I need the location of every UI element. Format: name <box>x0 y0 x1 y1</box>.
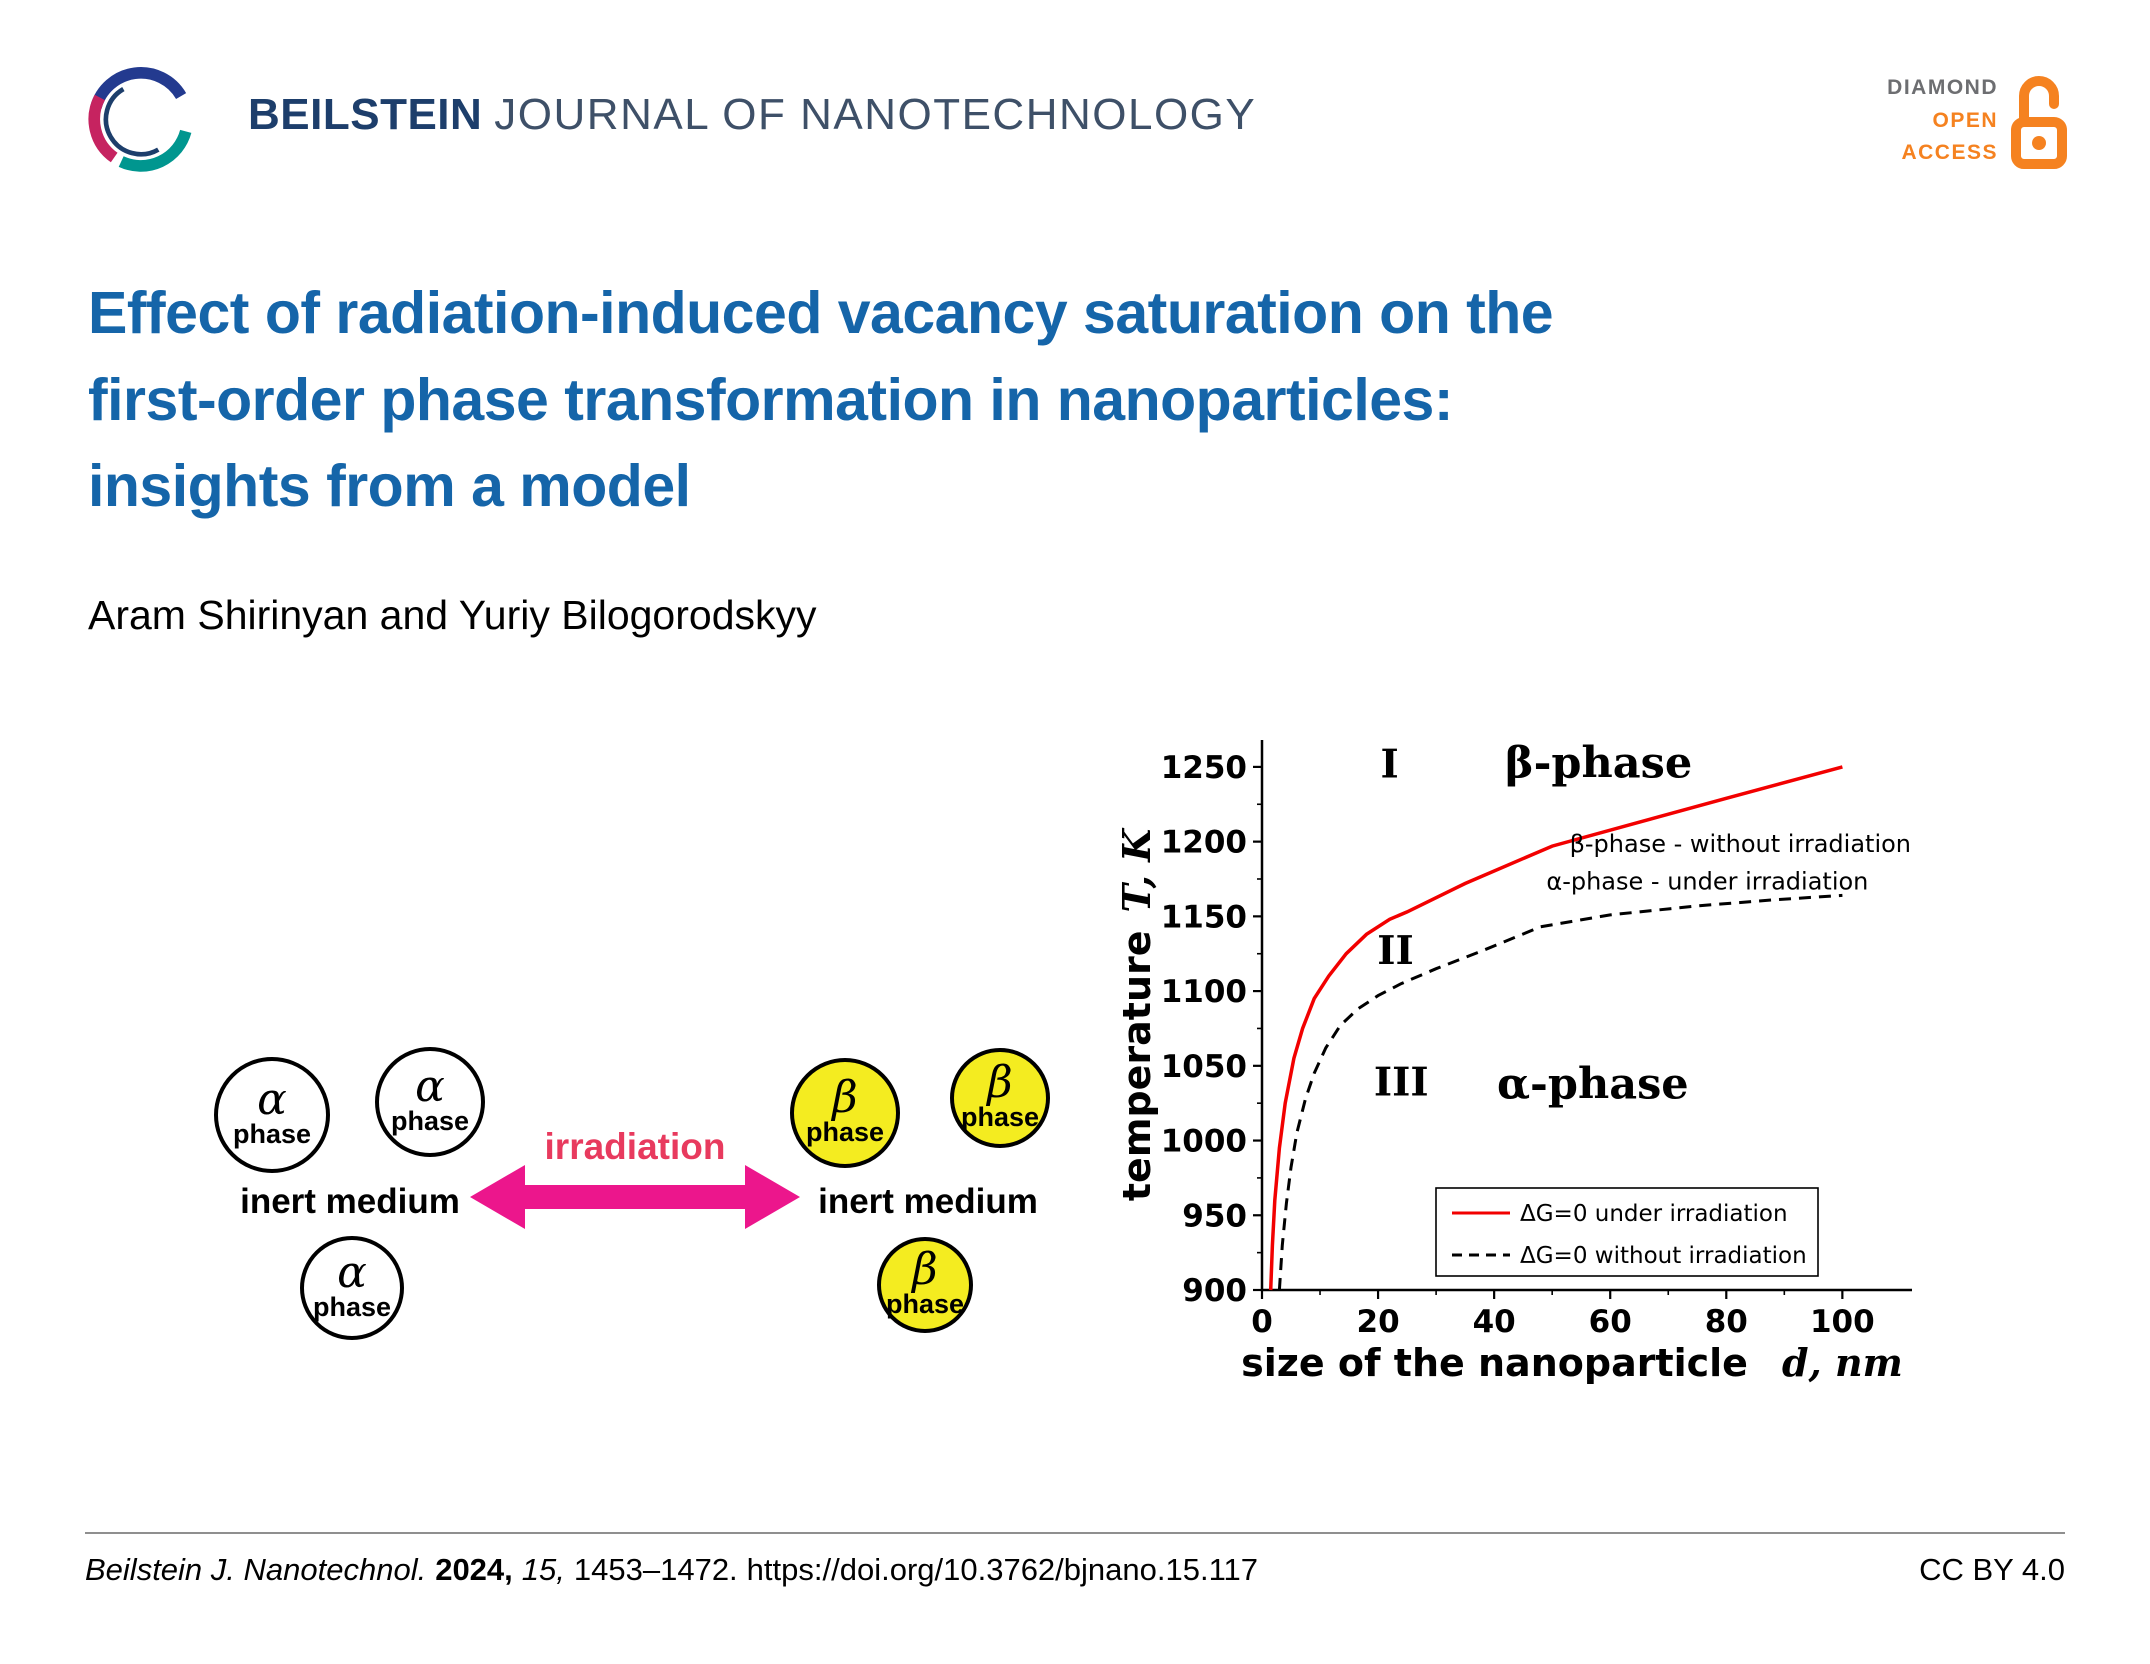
license-label: CC BY 4.0 <box>1919 1552 2065 1587</box>
region-label: I <box>1381 741 1399 787</box>
series-solid <box>1268 765 1843 1291</box>
journal-name: BEILSTEIN JOURNAL OF NANOTECHNOLOGY <box>248 90 1256 140</box>
citation-volume: 15, <box>521 1552 565 1587</box>
y-tick-label: 1100 <box>1161 974 1247 1010</box>
x-tick-label: 80 <box>1705 1304 1748 1340</box>
inert-medium-label-right: inert medium <box>818 1182 1038 1221</box>
article-title: Effect of radiation-induced vacancy satu… <box>88 270 2048 530</box>
alpha-symbol: α <box>257 1074 287 1126</box>
alpha-symbol: α <box>337 1247 367 1299</box>
phase-label: α-phase <box>1497 1060 1689 1110</box>
y-tick-label: 1250 <box>1161 750 1247 786</box>
citation: Beilstein J. Nanotechnol. 2024, 15, 1453–14… <box>85 1552 1258 1588</box>
phase-label: phase <box>960 1101 1040 1132</box>
irradiation-label: irradiation <box>544 1126 726 1167</box>
open-access-text: DIAMOND OPEN ACCESS <box>1887 72 1998 170</box>
beilstein-logo-icon <box>88 67 192 172</box>
legend-entry: ΔG=0 under irradiation <box>1520 1201 1788 1227</box>
article-title-line-2: first-order phase transformation in nano… <box>88 366 1454 433</box>
citation-journal: Beilstein J. Nanotechnol. <box>85 1552 427 1587</box>
alpha-phase-particle: α phase <box>375 1047 485 1157</box>
alpha-phase-particle: α phase <box>214 1057 330 1173</box>
alpha-symbol: α <box>415 1061 445 1113</box>
y-tick-label: 1200 <box>1161 825 1247 861</box>
footer-divider <box>85 1532 2065 1534</box>
phase-diagram-chart: 900 950 1000 1050 1100 1150 1200 1250 0 20 40 60 80 1… <box>1112 700 1972 1405</box>
series-dashed <box>1277 893 1843 1291</box>
y-axis-label: temperatureT, K <box>1114 827 1159 1201</box>
x-axis-label: size of the nanoparticle d, nm <box>1241 1340 1903 1385</box>
phase-label: phase <box>312 1291 392 1322</box>
oa-access-label: ACCESS <box>1901 141 1998 165</box>
graphical-abstract-figure: α phase α phase α phase inert medium irr… <box>0 690 2150 1510</box>
citation-doi-link[interactable]: https://doi.org/10.3762/bjnano.15.117 <box>746 1552 1259 1587</box>
alpha-phase-particle: α phase <box>300 1236 404 1340</box>
beta-symbol: β <box>987 1057 1013 1109</box>
beta-phase-particle: β phase <box>877 1237 973 1333</box>
open-access-lock-icon <box>2011 76 2067 169</box>
phase-label: phase <box>232 1118 312 1149</box>
phase-label: phase <box>805 1116 885 1147</box>
y-tick-label: 1050 <box>1161 1049 1247 1085</box>
beta-symbol: β <box>832 1072 858 1124</box>
article-authors: Aram Shirinyan and Yuriy Bilogorodskyy <box>88 592 817 638</box>
phase-diagram-svg: 900 950 1000 1050 1100 1150 1200 1250 0 20 40 60 80 1… <box>1114 738 1912 1385</box>
oa-open-label: OPEN <box>1932 108 1998 132</box>
x-tick-label: 60 <box>1589 1304 1632 1340</box>
article-title-line-1: Effect of radiation-induced vacancy satu… <box>88 280 1554 346</box>
legend-entry: ΔG=0 without irradiation <box>1520 1243 1807 1269</box>
curve-annotation: α-phase - under irradiation <box>1546 867 1868 895</box>
irradiation-arrow-icon <box>470 1165 800 1229</box>
inert-medium-label-left: inert medium <box>240 1182 460 1221</box>
region-label: III <box>1374 1060 1429 1106</box>
y-tick-label: 900 <box>1182 1273 1247 1309</box>
legend-box <box>1435 1187 1819 1277</box>
beta-symbol: β <box>912 1244 938 1296</box>
journal-name-rest: JOURNAL OF NANOTECHNOLOGY <box>494 90 1257 139</box>
citation-year: 2024, <box>435 1552 513 1587</box>
curve-annotation: β-phase - without irradiation <box>1570 830 1911 858</box>
phase-label: phase <box>390 1105 470 1136</box>
y-tick-label: 1150 <box>1161 899 1247 935</box>
x-tick-label: 0 <box>1251 1304 1273 1340</box>
y-tick-label: 1000 <box>1161 1124 1247 1160</box>
oa-diamond-label: DIAMOND <box>1887 76 1998 99</box>
citation-pages: 1453–1472. <box>573 1552 738 1587</box>
article-title-line-3: insights from a model <box>88 453 691 520</box>
x-tick-label: 20 <box>1357 1304 1400 1340</box>
journal-name-bold: BEILSTEIN <box>248 90 483 139</box>
beta-phase-particle: β phase <box>790 1058 900 1168</box>
phase-label: phase <box>885 1288 965 1319</box>
x-tick-label: 40 <box>1473 1304 1516 1340</box>
beta-phase-particle: β phase <box>950 1048 1050 1148</box>
y-tick-label: 950 <box>1182 1198 1247 1234</box>
x-tick-label: 100 <box>1810 1304 1875 1340</box>
region-label: II <box>1377 928 1414 974</box>
phase-label: β-phase <box>1505 738 1692 788</box>
